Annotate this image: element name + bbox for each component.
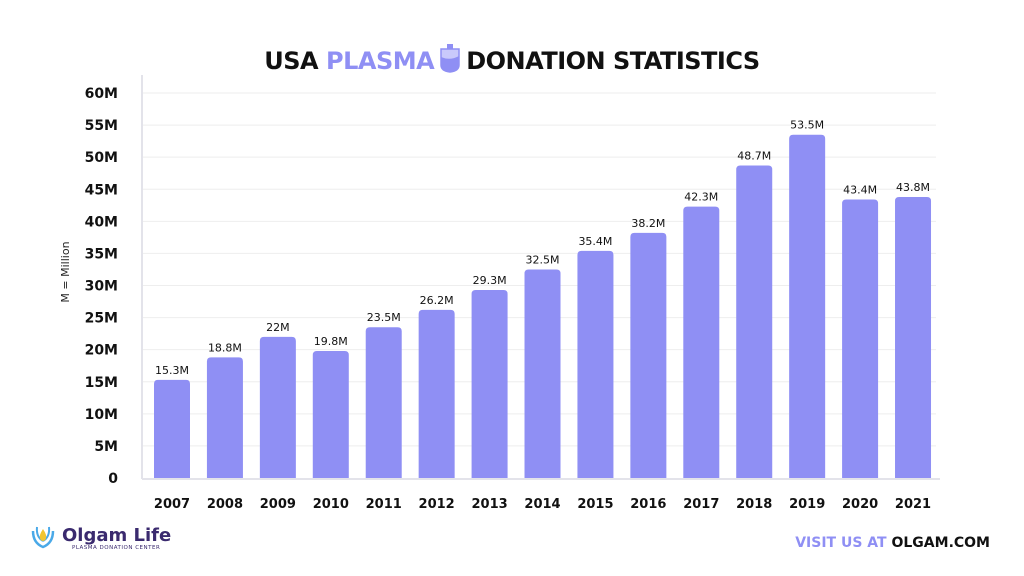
x-tick-label: 2015	[577, 497, 613, 512]
x-tick-label: 2018	[736, 497, 772, 512]
data-label: 53.5M	[790, 119, 824, 132]
data-label: 22M	[266, 321, 290, 334]
y-tick-label: 60M	[85, 86, 118, 102]
y-tick-label: 40M	[85, 214, 118, 230]
data-label: 35.4M	[578, 235, 612, 248]
data-label: 15.3M	[155, 364, 189, 377]
bar-2014	[524, 269, 561, 478]
title-donation-statistics: DONATION STATISTICS	[466, 47, 760, 75]
y-tick-label: 0	[108, 471, 118, 487]
y-tick-label: 30M	[85, 279, 118, 295]
y-tick-label: 20M	[85, 343, 118, 359]
x-tick-label: 2007	[154, 497, 190, 512]
footer-visit-text: VISIT US AT	[795, 535, 887, 551]
x-tick-label: 2016	[630, 497, 666, 512]
x-tick-label: 2012	[419, 497, 455, 512]
chart-title: USA PLASMA DONATION STATISTICS	[0, 44, 1024, 80]
x-tick-label: 2009	[260, 497, 296, 512]
bars: 15.3M 18.8M 22M 19.8M 23.5M 26.2M 29.3M 32.5M 35…	[154, 119, 932, 479]
y-tick-label: 25M	[85, 311, 118, 327]
footer-website-link[interactable]: OLGAM.COM	[891, 535, 990, 551]
bar-2009	[259, 336, 296, 478]
title-plasma: PLASMA	[326, 47, 435, 75]
plasma-bag-icon	[438, 44, 462, 80]
data-label: 23.5M	[367, 311, 401, 324]
bar-2012	[418, 309, 455, 478]
bar-2020	[842, 199, 879, 478]
data-label: 32.5M	[526, 253, 560, 266]
x-tick-label: 2008	[207, 497, 243, 512]
data-label: 26.2M	[420, 294, 454, 307]
data-label: 19.8M	[314, 335, 348, 348]
data-label: 29.3M	[473, 274, 507, 287]
bar-2016	[630, 232, 667, 478]
y-tick-label: 50M	[85, 150, 118, 166]
x-tick-label: 2010	[313, 497, 349, 512]
x-tick-label: 2020	[842, 497, 878, 512]
hand-drop-icon	[30, 523, 56, 555]
olgam-life-logo: Olgam Life PLASMA DONATION CENTER	[30, 523, 171, 555]
y-tick-label: 15M	[85, 375, 118, 391]
logo-subtitle: PLASMA DONATION CENTER	[72, 545, 161, 551]
bar-2011	[365, 327, 402, 478]
bar-2017	[683, 206, 720, 478]
x-tick-label: 2021	[895, 497, 931, 512]
title-usa: USA	[264, 47, 319, 75]
y-axis-label: M = Million	[59, 241, 72, 302]
y-tick-label: 10M	[85, 407, 118, 423]
bar-2021	[895, 196, 932, 478]
data-label: 42.3M	[684, 191, 718, 204]
bar-2018	[736, 165, 773, 478]
data-label: 43.8M	[896, 181, 930, 194]
y-tick-label: 5M	[94, 439, 118, 455]
bar-2015	[577, 250, 614, 478]
x-tick-label: 2013	[471, 497, 507, 512]
x-tick-label: 2017	[683, 497, 719, 512]
footer-visit: VISIT US AT OLGAM.COM	[795, 535, 990, 551]
x-axis-ticks: 2007 2008 2009 2010 2011 2012 2013 2014 2015 2016…	[154, 497, 931, 512]
bar-2008	[206, 357, 243, 478]
bar-2019	[789, 134, 826, 479]
y-tick-label: 55M	[85, 118, 118, 134]
bar-2007	[154, 379, 190, 478]
x-tick-label: 2011	[366, 497, 402, 512]
data-label: 43.4M	[843, 184, 877, 197]
x-tick-label: 2019	[789, 497, 825, 512]
data-label: 38.2M	[631, 217, 665, 230]
bar-2010	[312, 350, 349, 478]
x-tick-label: 2014	[524, 497, 560, 512]
data-label: 48.7M	[737, 150, 771, 163]
y-axis-ticks: 0 5M 10M 15M 20M 25M 30M 35M 40M 45M 50M 55M 60M	[85, 86, 119, 487]
data-label: 18.8M	[208, 341, 242, 354]
logo-name: Olgam Life	[62, 525, 172, 546]
y-tick-label: 35M	[85, 246, 118, 262]
bar-2013	[471, 289, 508, 478]
y-tick-label: 45M	[85, 182, 118, 198]
